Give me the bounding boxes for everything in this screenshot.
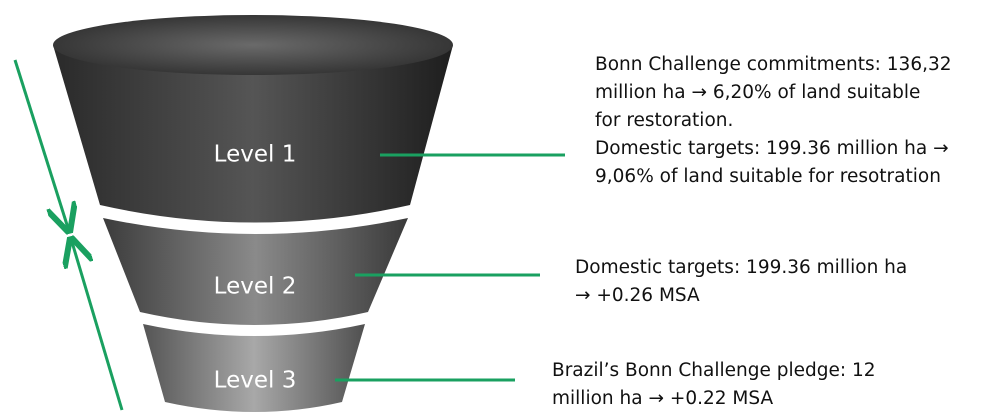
labels: Level 1 Bonn Challenge commitments: 136,3… xyxy=(214,54,952,409)
level-description: million ha → 6,20% of land suitable xyxy=(595,82,920,103)
funnel-level-3 xyxy=(143,324,365,412)
level-description: million ha → +0.22 MSA xyxy=(552,388,773,409)
arrow-down xyxy=(13,59,68,228)
funnel xyxy=(53,15,453,412)
level-description: 9,06% of land suitable for resotration xyxy=(595,166,941,187)
funnel-level-2 xyxy=(103,218,408,325)
level-description: Domestic targets: 199.36 million ha → xyxy=(595,138,949,159)
level-label: Level 2 xyxy=(214,274,297,300)
level-description: Brazil’s Bonn Challenge pledge: 12 xyxy=(552,360,876,381)
level-description: for restoration. xyxy=(595,110,733,131)
arrow-up xyxy=(72,242,124,411)
level-label: Level 3 xyxy=(214,368,297,394)
level-description: Domestic targets: 199.36 million ha xyxy=(575,257,907,278)
funnel-top xyxy=(53,15,453,75)
level-description: Bonn Challenge commitments: 136,32 xyxy=(595,54,952,75)
level-label: Level 1 xyxy=(214,142,297,168)
funnel-level-1 xyxy=(53,45,453,223)
level-description: → +0.26 MSA xyxy=(575,285,700,306)
